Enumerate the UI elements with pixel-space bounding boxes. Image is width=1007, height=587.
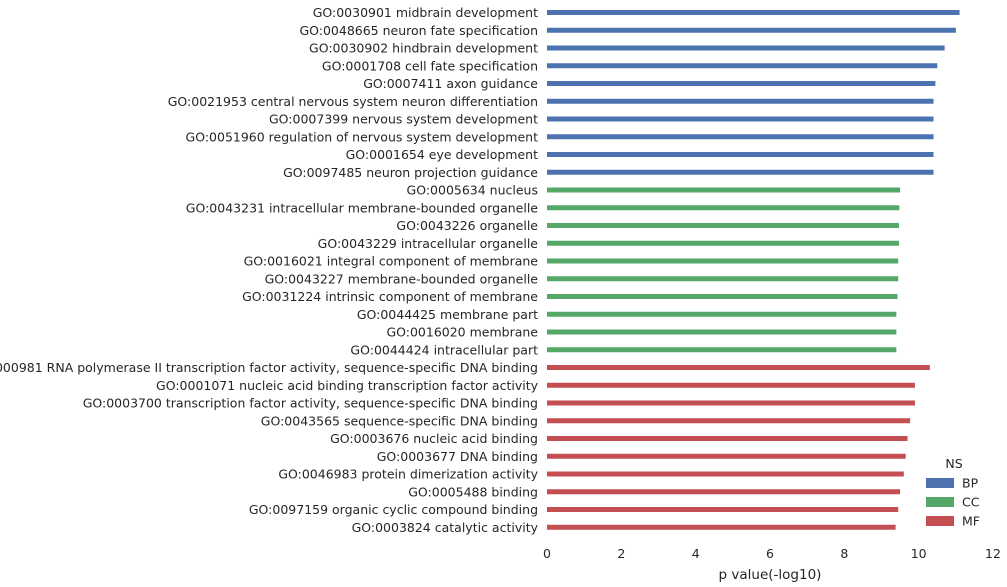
bar-mf [547, 436, 908, 441]
x-tick-label: 8 [840, 546, 848, 561]
category-label: GO:0031224 intrinsic component of membra… [242, 289, 538, 304]
bar-cc [547, 294, 898, 299]
category-label: GO:0030902 hindbrain development [309, 41, 538, 56]
category-label: GO:0043227 membrane-bounded organelle [265, 271, 539, 286]
category-label: GO:0016021 integral component of membran… [244, 254, 539, 269]
category-label: GO:0007411 axon guidance [363, 76, 538, 91]
legend-label-cc: CC [962, 495, 980, 510]
bar-bp [547, 45, 945, 51]
category-label: GO:0016020 membrane [386, 325, 538, 340]
category-label: GO:0043231 intracellular membrane-bounde… [186, 200, 539, 215]
x-tick-label: 4 [692, 546, 700, 561]
legend: NS BP CC MF [926, 456, 980, 529]
category-label: GO:0097485 neuron projection guidance [283, 165, 538, 180]
category-label: GO:0001071 nucleic acid binding transcri… [156, 378, 539, 393]
bar-bp [547, 63, 938, 69]
category-label: GO:0046983 protein dimerization activity [278, 467, 538, 482]
x-axis-ticks: 0 2 4 6 8 10 12 [543, 546, 1001, 561]
bar-cc [547, 187, 901, 193]
bar-bp [547, 134, 934, 140]
bar-bp [547, 10, 960, 15]
x-tick-label: 2 [617, 546, 625, 561]
bar-mf [547, 507, 899, 512]
category-label: GO:0007399 nervous system development [269, 112, 538, 127]
category-label: GO:0000981 RNA polymerase II transcripti… [0, 360, 538, 375]
bar-mf [547, 453, 906, 459]
bar-cc [547, 347, 897, 353]
bar-mf [547, 471, 904, 477]
bar-cc [547, 240, 899, 246]
category-label: GO:0051960 regulation of nervous system … [186, 129, 539, 144]
legend-swatch-mf [926, 516, 954, 526]
bar-cc [547, 205, 900, 211]
category-label: GO:0044424 intracellular part [350, 342, 538, 357]
bar-bp [547, 81, 936, 86]
x-tick-label: 12 [985, 546, 1001, 561]
category-label: GO:0030901 midbrain development [313, 5, 538, 20]
category-label: GO:0001708 cell fate specification [322, 58, 538, 73]
x-axis-label: p value(-log10) [719, 567, 822, 583]
category-label: GO:0003700 transcription factor activity… [83, 396, 538, 411]
x-tick-label: 6 [766, 546, 774, 561]
category-label: GO:0021953 central nervous system neuron… [168, 94, 538, 109]
bars-layer [547, 10, 960, 530]
legend-swatch-cc [926, 497, 954, 507]
category-label: GO:0048665 neuron fate specification [299, 23, 538, 38]
category-label: GO:0044425 membrane part [357, 307, 538, 322]
bar-mf [547, 382, 915, 388]
bar-cc [547, 223, 899, 228]
category-label: GO:0043226 organelle [396, 218, 538, 233]
legend-swatch-bp [926, 478, 954, 488]
bar-bp [547, 27, 956, 33]
bar-bp [547, 169, 934, 175]
x-tick-label: 10 [911, 546, 927, 561]
category-label: GO:0043229 intracellular organelle [318, 236, 539, 251]
bar-mf [547, 365, 930, 370]
category-label: GO:0005634 nucleus [407, 183, 538, 198]
category-label: GO:0003676 nucleic acid binding [330, 431, 538, 446]
bar-mf [547, 418, 911, 424]
bar-bp [547, 152, 934, 157]
bar-cc [547, 329, 897, 335]
category-label: GO:0001654 eye development [346, 147, 538, 162]
bar-mf [547, 524, 896, 530]
legend-label-bp: BP [962, 476, 979, 491]
category-label: GO:0097159 organic cyclic compound bindi… [249, 502, 538, 517]
legend-title: NS [945, 456, 962, 471]
bar-cc [547, 258, 899, 264]
bar-bp [547, 116, 934, 122]
bar-mf [547, 400, 915, 406]
category-label: GO:0003677 DNA binding [377, 449, 538, 464]
x-tick-label: 0 [543, 546, 551, 561]
bar-cc [547, 311, 897, 317]
category-labels: GO:0030901 midbrain development GO:004866… [0, 5, 539, 535]
category-label: GO:0003824 catalytic activity [352, 520, 539, 535]
bar-cc [547, 276, 899, 282]
category-label: GO:0005488 binding [408, 484, 538, 499]
bar-mf [547, 489, 901, 495]
bar-bp [547, 98, 934, 104]
legend-label-mf: MF [962, 514, 980, 529]
category-label: GO:0043565 sequence-specific DNA binding [261, 413, 538, 428]
